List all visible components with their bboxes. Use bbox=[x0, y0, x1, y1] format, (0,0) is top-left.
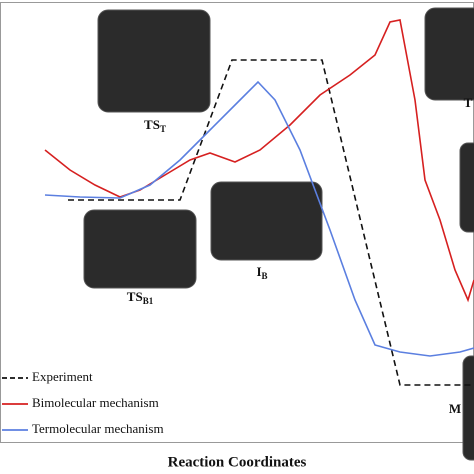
x-axis-label: Reaction Coordinates bbox=[168, 454, 307, 470]
series-line bbox=[68, 59, 474, 386]
structure-images bbox=[83, 7, 474, 461]
annotation-subscript: B bbox=[262, 271, 268, 281]
annotation-text: TS bbox=[127, 289, 143, 304]
structure-image bbox=[83, 209, 197, 289]
series-line bbox=[44, 80, 474, 357]
legend-label: Experiment bbox=[32, 369, 93, 384]
structure-image bbox=[462, 355, 474, 461]
structure-image bbox=[424, 7, 474, 101]
structure-image bbox=[210, 181, 323, 261]
annotation-text: I bbox=[256, 264, 261, 279]
annotation-subscript: B1 bbox=[143, 296, 154, 306]
annotation: IB bbox=[256, 264, 267, 281]
annotation-subscript: T bbox=[160, 124, 166, 134]
structure-image bbox=[97, 9, 211, 113]
annotation: TSB1 bbox=[127, 289, 154, 306]
annotation: TST bbox=[144, 117, 166, 134]
annotation: M bbox=[449, 401, 461, 416]
annotation: T bbox=[464, 95, 473, 110]
structure-image bbox=[459, 142, 474, 233]
annotation-text: M bbox=[449, 401, 461, 416]
annotation-text: TS bbox=[144, 117, 160, 132]
legend-label: Bimolecular mechanism bbox=[32, 395, 159, 410]
annotation-text: T bbox=[464, 95, 473, 110]
legend-label: Termolecular mechanism bbox=[32, 421, 164, 436]
